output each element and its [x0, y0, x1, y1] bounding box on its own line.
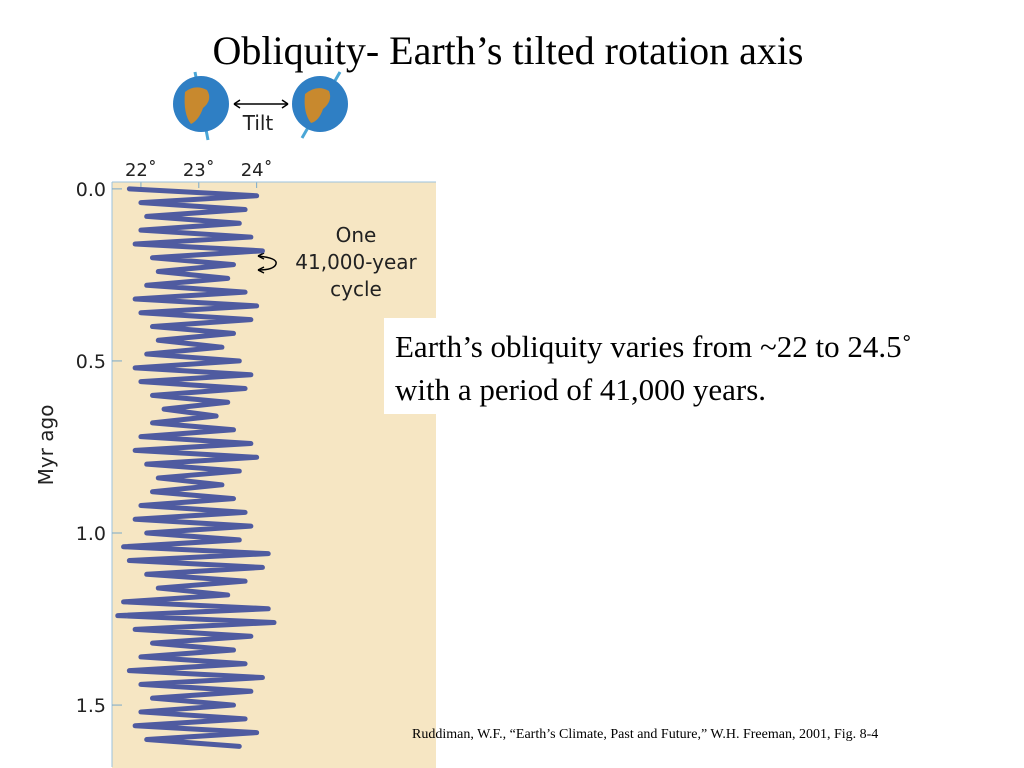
- y-axis-label: Myr ago: [34, 405, 58, 486]
- globe-left: [173, 71, 229, 141]
- citation: Ruddiman, W.F., “Earth’s Climate, Past a…: [412, 727, 878, 742]
- slide-title: Obliquity- Earth’s tilted rotation axis: [212, 28, 803, 73]
- annotation: 41,000-year: [295, 250, 417, 274]
- x-tick-label: 24˚: [241, 160, 273, 181]
- y-tick-label: 0.0: [76, 179, 106, 201]
- body-text: with a period of 41,000 years.: [395, 372, 766, 407]
- obliquity-line: [115, 186, 277, 749]
- annotation: cycle: [330, 277, 382, 301]
- annotation: One: [336, 223, 377, 247]
- text-box: [384, 318, 1016, 414]
- y-tick-label: 1.5: [76, 695, 106, 717]
- cycle-arrow: [257, 252, 277, 274]
- y-tick-label: 1.0: [76, 523, 106, 545]
- x-tick-label: 22˚: [125, 160, 157, 181]
- y-tick-label: 0.5: [76, 351, 106, 373]
- x-tick-label: 23˚: [183, 160, 215, 181]
- diagram-label: Tilt: [242, 111, 274, 135]
- tilt-arrow: [233, 99, 289, 109]
- body-text: Earth’s obliquity varies from ~22 to 24.…: [395, 329, 912, 364]
- globe-right: [292, 71, 348, 139]
